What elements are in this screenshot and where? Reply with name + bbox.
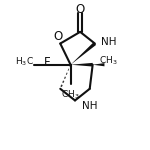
Text: F: F [44,56,50,69]
Text: NH: NH [82,101,98,111]
Polygon shape [71,63,93,67]
Text: NH: NH [101,37,116,47]
Text: CH$_3$: CH$_3$ [99,55,117,67]
Text: O: O [76,3,85,16]
Text: H$_3$C: H$_3$C [15,56,34,68]
Polygon shape [71,42,96,65]
Text: CH$_3$: CH$_3$ [61,89,80,101]
Text: O: O [53,30,63,43]
Polygon shape [93,63,104,66]
